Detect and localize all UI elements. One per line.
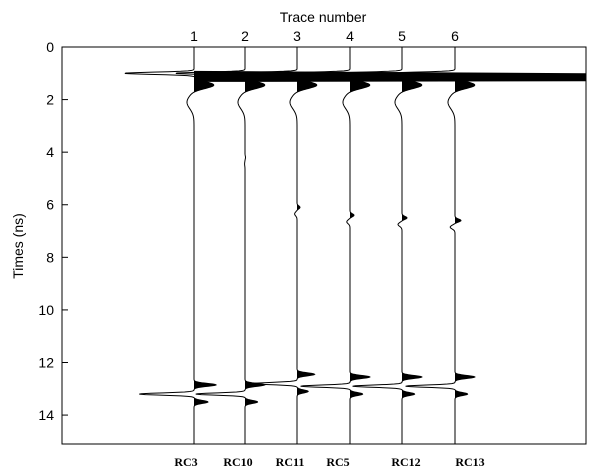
trace-number-label: 5 [398,28,406,44]
trace-positive-fill [350,47,370,444]
trace [332,47,423,444]
trace-number-label: 6 [451,28,459,44]
bottom-label: RC13 [455,455,484,469]
y-tick-label: 12 [38,354,54,370]
bottom-label: RC3 [174,455,197,469]
trace-number-label: 4 [346,28,354,44]
bottom-labels: RC3 RC10 RC11 RC5 RC12 RC13 [174,455,484,469]
y-tick-label: 2 [46,92,54,108]
y-axis-label: Times (ns) [10,213,26,279]
trace [227,47,318,444]
y-tick-label: 6 [46,197,54,213]
trace-positive-fill [402,47,422,444]
trace-waveform [280,47,371,444]
trace [385,47,476,444]
plot-frame [61,46,587,445]
trace-number-label: 1 [190,28,198,44]
bottom-label: RC11 [276,455,305,469]
trace-positive-fill [297,47,317,444]
y-tick-label: 0 [46,39,54,55]
y-axis: 0 2 4 6 8 10 12 14 [38,39,68,423]
traces [124,47,586,444]
trace [175,47,266,444]
bottom-label: RC12 [391,455,420,469]
y-tick-label: 8 [46,249,54,265]
trace-number-ticks: 1 2 3 4 5 6 [190,28,459,52]
y-tick-label: 14 [38,407,54,423]
trace [124,47,218,444]
trace-waveform [385,47,476,444]
bottom-label: RC10 [223,455,252,469]
trace-waveform [124,47,218,444]
y-tick-label: 4 [46,144,54,160]
x-axis-top-label: Trace number [280,9,367,25]
trace-number-label: 2 [241,28,249,44]
trace-waveform [332,47,423,444]
direct-wave-band [194,70,586,82]
trace-waveform [175,47,266,444]
trace-waveform [227,47,318,444]
trace [280,47,371,444]
trace-number-label: 3 [293,28,301,44]
bottom-label: RC5 [326,455,349,469]
trace-positive-fill [455,47,475,444]
y-tick-label: 10 [38,302,54,318]
